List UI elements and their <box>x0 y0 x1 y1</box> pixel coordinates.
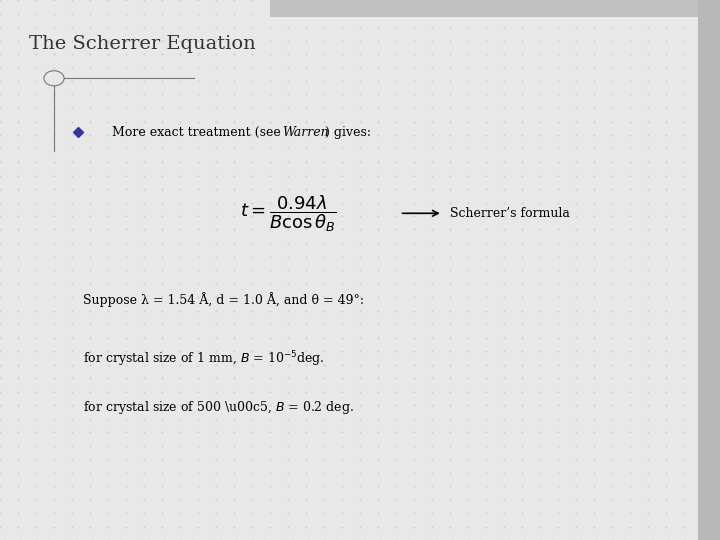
Text: for crystal size of 500 \u00c5, $B$ = 0.2 deg.: for crystal size of 500 \u00c5, $B$ = 0.… <box>83 399 354 416</box>
Text: More exact treatment (see: More exact treatment (see <box>112 126 284 139</box>
Text: ) gives:: ) gives: <box>325 126 372 139</box>
Text: Warren: Warren <box>282 126 329 139</box>
Text: The Scherrer Equation: The Scherrer Equation <box>29 35 256 53</box>
Bar <box>698 0 720 540</box>
Text: Scherrer’s formula: Scherrer’s formula <box>450 207 570 220</box>
Text: $t = \dfrac{0.94\lambda}{B\cos\theta_B}$: $t = \dfrac{0.94\lambda}{B\cos\theta_B}$ <box>240 193 336 234</box>
Text: Suppose λ = 1.54 Å, d = 1.0 Å, and θ = 49°:: Suppose λ = 1.54 Å, d = 1.0 Å, and θ = 4… <box>83 292 364 307</box>
Circle shape <box>44 71 64 86</box>
Bar <box>270 0 698 17</box>
Text: for crystal size of 1 mm, $B$ = 10$^{-5}$deg.: for crystal size of 1 mm, $B$ = 10$^{-5}… <box>83 349 324 369</box>
